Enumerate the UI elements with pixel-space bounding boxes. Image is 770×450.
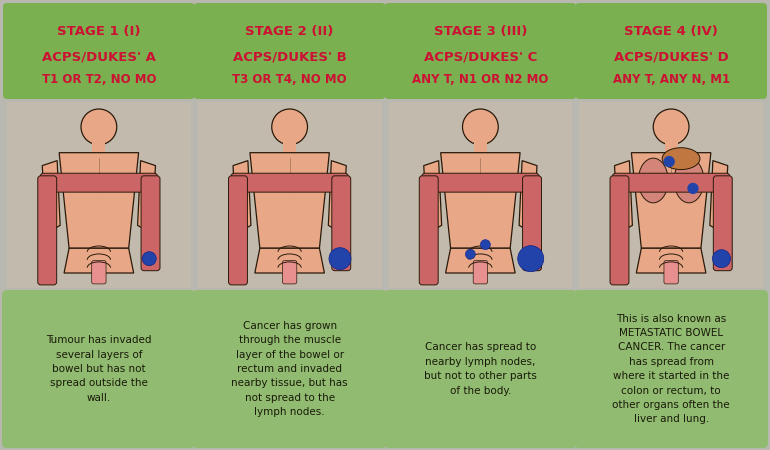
FancyBboxPatch shape [3,3,195,99]
Polygon shape [519,161,537,234]
FancyBboxPatch shape [523,176,541,271]
FancyBboxPatch shape [2,290,196,448]
FancyBboxPatch shape [422,173,539,192]
FancyBboxPatch shape [420,176,438,285]
Text: ACPS/DUKES' C: ACPS/DUKES' C [424,51,537,64]
Bar [579,102,763,288]
FancyBboxPatch shape [141,176,160,271]
Ellipse shape [674,158,704,203]
Bar [665,139,678,155]
Bar [92,139,105,155]
Text: STAGE 2 (II): STAGE 2 (II) [246,25,334,38]
FancyBboxPatch shape [474,261,487,284]
FancyBboxPatch shape [194,3,386,99]
FancyBboxPatch shape [283,261,296,284]
Circle shape [665,157,674,166]
FancyBboxPatch shape [384,3,576,99]
FancyBboxPatch shape [383,290,578,448]
Polygon shape [710,161,728,234]
Text: Cancer has grown
through the muscle
layer of the bowel or
rectum and invaded
nea: Cancer has grown through the muscle laye… [231,321,348,417]
FancyBboxPatch shape [575,3,767,99]
Circle shape [329,248,351,270]
Text: ACPS/DUKES' B: ACPS/DUKES' B [233,51,346,64]
FancyBboxPatch shape [231,173,348,192]
Circle shape [517,246,544,272]
Circle shape [81,109,117,145]
Circle shape [142,252,156,266]
Ellipse shape [662,148,700,170]
Text: STAGE 4 (IV): STAGE 4 (IV) [624,25,718,38]
Circle shape [712,250,731,268]
Polygon shape [631,153,711,248]
Text: Cancer has spread to
nearby lymph nodes,
but not to other parts
of the body.: Cancer has spread to nearby lymph nodes,… [424,342,537,396]
Polygon shape [328,161,346,234]
FancyBboxPatch shape [610,176,629,285]
Bar [198,102,381,288]
Circle shape [463,109,498,145]
FancyBboxPatch shape [713,176,732,271]
Text: This is also known as
METASTATIC BOWEL
CANCER. The cancer
has spread from
where : This is also known as METASTATIC BOWEL C… [612,314,730,424]
FancyBboxPatch shape [613,173,730,192]
Polygon shape [250,153,330,248]
Circle shape [480,240,490,250]
Polygon shape [255,248,324,273]
Text: STAGE 3 (III): STAGE 3 (III) [434,25,527,38]
FancyBboxPatch shape [664,261,678,284]
Polygon shape [446,248,515,273]
Polygon shape [138,161,156,234]
Ellipse shape [638,158,668,203]
Bar [474,139,487,155]
Text: ANY T, N1 OR N2 MO: ANY T, N1 OR N2 MO [412,73,548,86]
FancyBboxPatch shape [40,173,157,192]
FancyBboxPatch shape [92,261,106,284]
FancyBboxPatch shape [229,176,247,285]
Bar [7,102,191,288]
Polygon shape [614,161,632,234]
Text: Tumour has invaded
several layers of
bowel but has not
spread outside the
wall.: Tumour has invaded several layers of bow… [46,335,152,403]
Circle shape [688,184,698,194]
Circle shape [653,109,689,145]
FancyBboxPatch shape [574,290,768,448]
FancyBboxPatch shape [38,176,57,285]
FancyBboxPatch shape [192,290,387,448]
FancyBboxPatch shape [332,176,350,271]
Polygon shape [440,153,520,248]
Bar [389,102,572,288]
Bar [283,139,296,155]
Text: ACPS/DUKES' A: ACPS/DUKES' A [42,51,156,64]
Polygon shape [424,161,442,234]
Polygon shape [64,248,134,273]
Text: T1 OR T2, NO MO: T1 OR T2, NO MO [42,73,156,86]
Polygon shape [636,248,706,273]
Text: ANY T, ANY N, M1: ANY T, ANY N, M1 [613,73,730,86]
Circle shape [272,109,307,145]
Polygon shape [233,161,251,234]
Circle shape [465,249,475,259]
Text: T3 OR T4, NO MO: T3 OR T4, NO MO [233,73,347,86]
Text: ACPS/DUKES' D: ACPS/DUKES' D [614,51,728,64]
Polygon shape [42,161,60,234]
Text: STAGE 1 (I): STAGE 1 (I) [57,25,141,38]
Polygon shape [59,153,139,248]
